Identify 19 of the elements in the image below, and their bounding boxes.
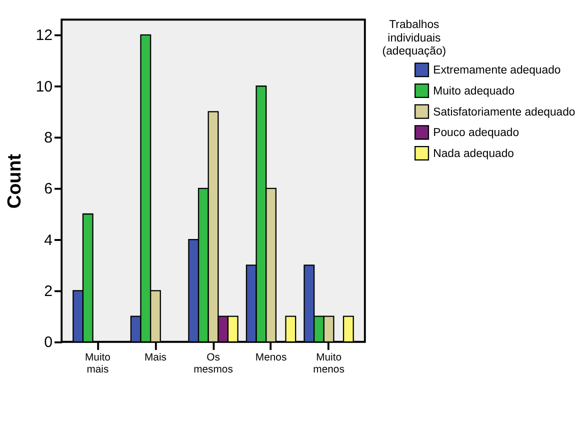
legend-label: Muito adequado: [433, 86, 515, 98]
y-tick-label: 6: [44, 180, 53, 198]
x-tick-label: Muito mais: [84, 352, 111, 376]
y-tick-label: 0: [44, 334, 53, 352]
y-tick-label: 10: [36, 78, 53, 96]
y-tick-label: 4: [44, 232, 53, 249]
y-tick-label: 12: [36, 27, 53, 44]
x-tick-label: Mais: [144, 352, 166, 364]
legend-label: Extremamente adequado: [433, 64, 561, 77]
x-tick-label: Muito menos: [313, 352, 344, 376]
x-tick-label: Menos: [255, 352, 287, 364]
y-axis-title: Count: [4, 153, 26, 209]
legend-label: Nada adequado: [433, 148, 514, 160]
legend-label: Pouco adequado: [433, 127, 520, 140]
y-tick-label: 8: [44, 129, 53, 146]
legend-title: Trabalhos individuais (adequação): [382, 19, 446, 58]
y-tick-label: 2: [44, 282, 53, 300]
legend-label: Satisfatoriamente adequado: [433, 106, 576, 118]
x-tick-label: Os mesmos: [194, 352, 233, 376]
